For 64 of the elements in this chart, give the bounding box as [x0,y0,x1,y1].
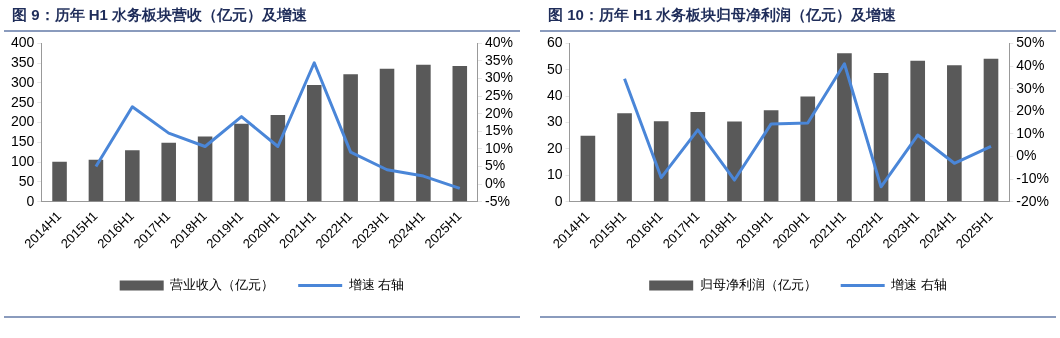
bar [873,72,889,202]
y-tick-label: 200 [11,113,35,130]
legend-label: 增速 右轴 [347,277,405,293]
bar [52,161,67,202]
y-tick-label: 400 [11,34,35,51]
bar [452,65,468,202]
bar [910,60,926,202]
y2-tick-label: 40% [484,34,514,51]
bar [125,150,140,202]
y-tick-label: 0 [554,192,563,209]
legend-label: 营业收入（亿元） [170,277,275,293]
y-tick-label: 300 [11,73,35,90]
y-tick-label: 250 [11,93,35,110]
bar [306,84,322,202]
y2-tick-label: 20% [484,104,514,121]
y-tick-label: 100 [11,153,35,170]
bar [416,64,431,202]
y2-tick-label: 25% [484,87,514,104]
y2-tick-label: 0% [1016,147,1037,164]
y-tick-label: 350 [11,54,35,71]
y2-tick-label: 30% [1016,79,1045,96]
y-tick-label: 20 [546,139,563,156]
bar [983,58,999,202]
y2-tick-label: 20% [1016,102,1045,119]
y2-tick-label: 50% [1016,34,1045,51]
legend-label: 归母净利润（亿元） [699,277,817,293]
y2-tick-label: 10% [484,139,514,156]
y2-tick-label: -5% [484,192,510,209]
legend-label: 增速 右轴 [890,277,947,293]
bar [690,112,706,202]
bar [763,110,779,202]
y2-tick-label: 15% [484,122,514,139]
bar [161,142,176,202]
bar [727,121,742,202]
y-tick-label: 0 [26,192,35,209]
y-tick-label: 30 [546,113,563,130]
chart-title: 图 9：历年 H1 水务板块营收（亿元）及增速 [4,0,520,32]
y2-tick-label: -20% [1016,192,1049,209]
y2-tick-label: 40% [1016,56,1045,73]
y-tick-label: 60 [546,34,563,51]
y-tick-label: 150 [11,133,35,150]
bar [800,96,816,202]
bar [617,113,632,202]
y-tick-label: 40 [546,87,563,104]
bar [88,159,104,202]
y-tick-label: 50 [18,172,35,189]
bar [580,135,596,202]
bar [197,136,213,202]
bar [947,65,962,202]
y2-tick-label: 0% [484,175,506,192]
bar [653,121,669,202]
y2-tick-label: 5% [484,157,506,174]
y2-tick-label: -10% [1016,170,1049,186]
bar [837,53,852,202]
bar [379,68,395,202]
y2-tick-label: 10% [1016,124,1045,141]
y2-tick-label: 30% [484,69,514,86]
y-tick-label: 50 [546,60,563,77]
y2-tick-label: 35% [484,51,514,68]
bar [234,123,249,202]
y-tick-label: 10 [546,166,563,183]
chart-title: 图 10：历年 H1 水务板块归母净利润（亿元）及增速 [540,0,1056,32]
bar [343,74,358,202]
bar [270,115,286,202]
